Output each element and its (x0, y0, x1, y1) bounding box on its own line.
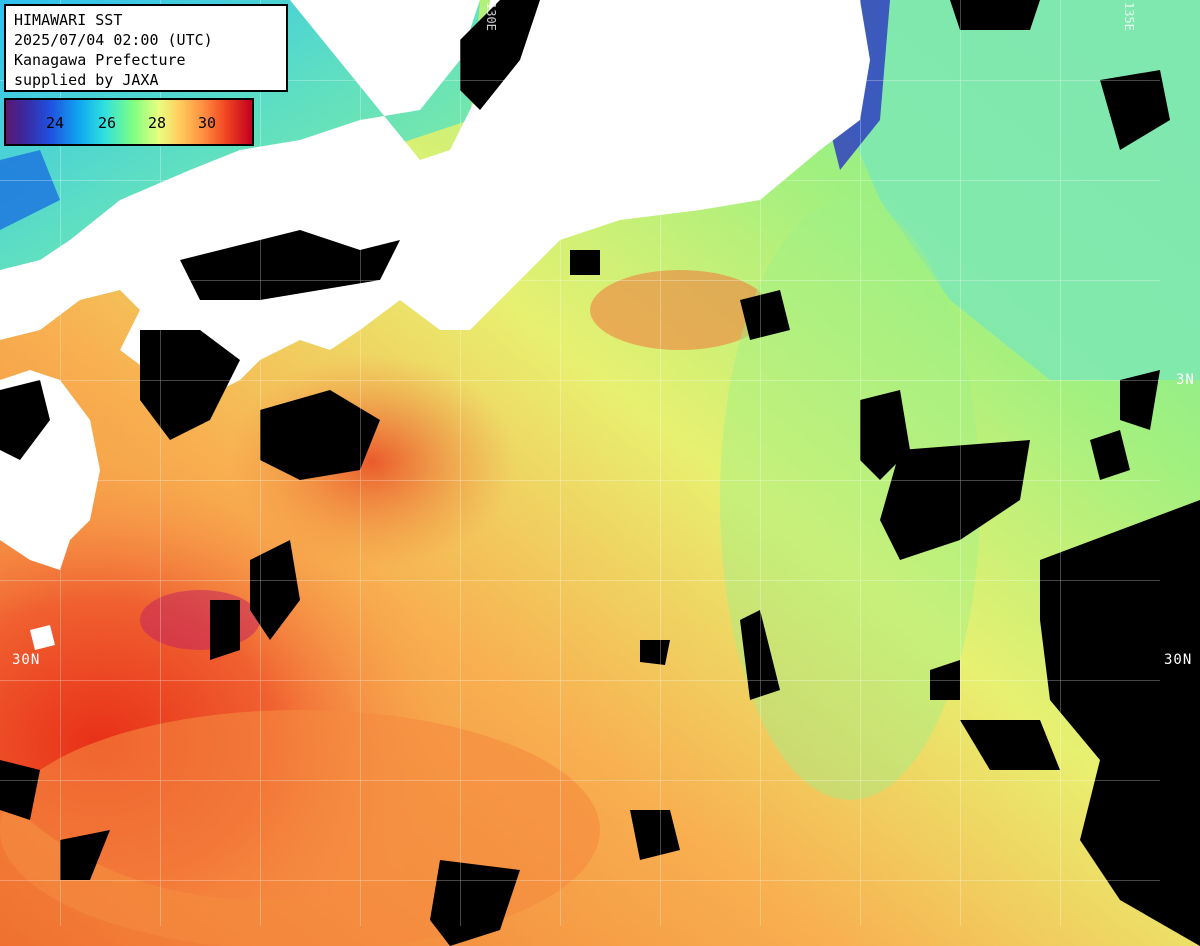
latitude-label-left: 30N (12, 652, 41, 668)
longitude-label-b: 135E (1122, 2, 1136, 31)
latitude-label-right-mid: 3N (1176, 372, 1195, 388)
colorbar-tick-26: 26 (98, 114, 117, 132)
colorbar-tick-30: 30 (198, 114, 217, 132)
info-box: HIMAWARI SST 2025/07/04 02:00 (UTC) Kana… (4, 4, 288, 92)
info-title: HIMAWARI SST (14, 11, 123, 29)
lat-lon-grid (0, 0, 1160, 926)
latitude-label-right: 30N (1164, 652, 1193, 668)
color-bar: 24 26 28 30 (4, 98, 254, 146)
colorbar-tick-28: 28 (148, 114, 167, 132)
info-region: Kanagawa Prefecture (14, 51, 186, 69)
longitude-label-a: 130E (484, 2, 498, 31)
info-credit: supplied by JAXA (14, 71, 159, 89)
info-datetime: 2025/07/04 02:00 (UTC) (14, 31, 213, 49)
colorbar-tick-24: 24 (46, 114, 65, 132)
